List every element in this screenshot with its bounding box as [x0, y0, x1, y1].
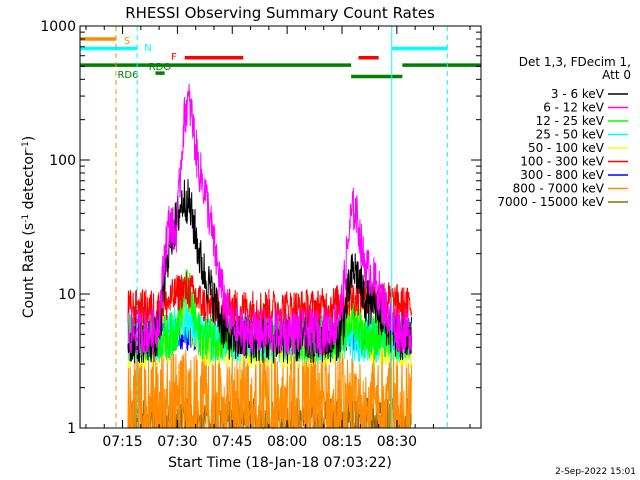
y-axis-ticks: 1 10 100 1000 — [40, 19, 481, 437]
y-tick-label: 100 — [49, 153, 76, 169]
legend-header: Att 0 — [602, 68, 631, 82]
plot-frame — [79, 25, 482, 429]
x-tick-label: 07:45 — [212, 434, 252, 450]
y-tick-label: 10 — [58, 287, 76, 303]
legend-label: 100 - 300 keV — [520, 155, 604, 169]
y-tick-label: 1 — [67, 421, 76, 437]
legend-header: Det 1,3, FDecim 1, — [519, 55, 631, 69]
x-axis-label: Start Time (18-Jan-18 07:03:22) — [168, 455, 392, 471]
flag-label: RDO — [149, 62, 172, 73]
x-tick-label: 08:00 — [267, 434, 307, 450]
series-line-e2 — [127, 83, 412, 357]
legend-label: 3 - 6 keV — [551, 87, 605, 101]
legend-label: 25 - 50 keV — [536, 128, 605, 142]
legend-label: 12 - 25 keV — [536, 114, 605, 128]
legend-label: 300 - 800 keV — [520, 168, 604, 182]
series-line-e6 — [127, 271, 412, 329]
legend-label: 6 - 12 keV — [543, 101, 605, 115]
legend-label: 50 - 100 keV — [528, 141, 605, 155]
x-tick-label: 08:30 — [377, 434, 417, 450]
x-tick-label: 07:15 — [102, 434, 142, 450]
flag-label: S — [124, 36, 130, 47]
flag-label: F — [171, 52, 177, 63]
legend-label: 7000 - 15000 keV — [497, 195, 604, 209]
plot-area — [127, 83, 412, 430]
y-axis-label: Count Rate (s-1 detector-1) — [21, 136, 37, 318]
y-tick-label: 1000 — [40, 19, 76, 35]
flag-label: RD6 — [117, 70, 138, 81]
footer-date: 2-Sep-2022 15:01 — [555, 467, 636, 477]
chart-title: RHESSI Observing Summary Count Rates — [125, 4, 435, 22]
legend-label: 800 - 7000 keV — [513, 182, 605, 196]
x-axis-ticks: 07:15 07:30 07:45 08:00 08:15 08:30 — [85, 26, 471, 450]
series-line-e8 — [127, 348, 412, 430]
flag-label: N — [144, 43, 151, 54]
x-tick-label: 07:30 — [157, 434, 197, 450]
x-tick-label: 08:15 — [322, 434, 362, 450]
